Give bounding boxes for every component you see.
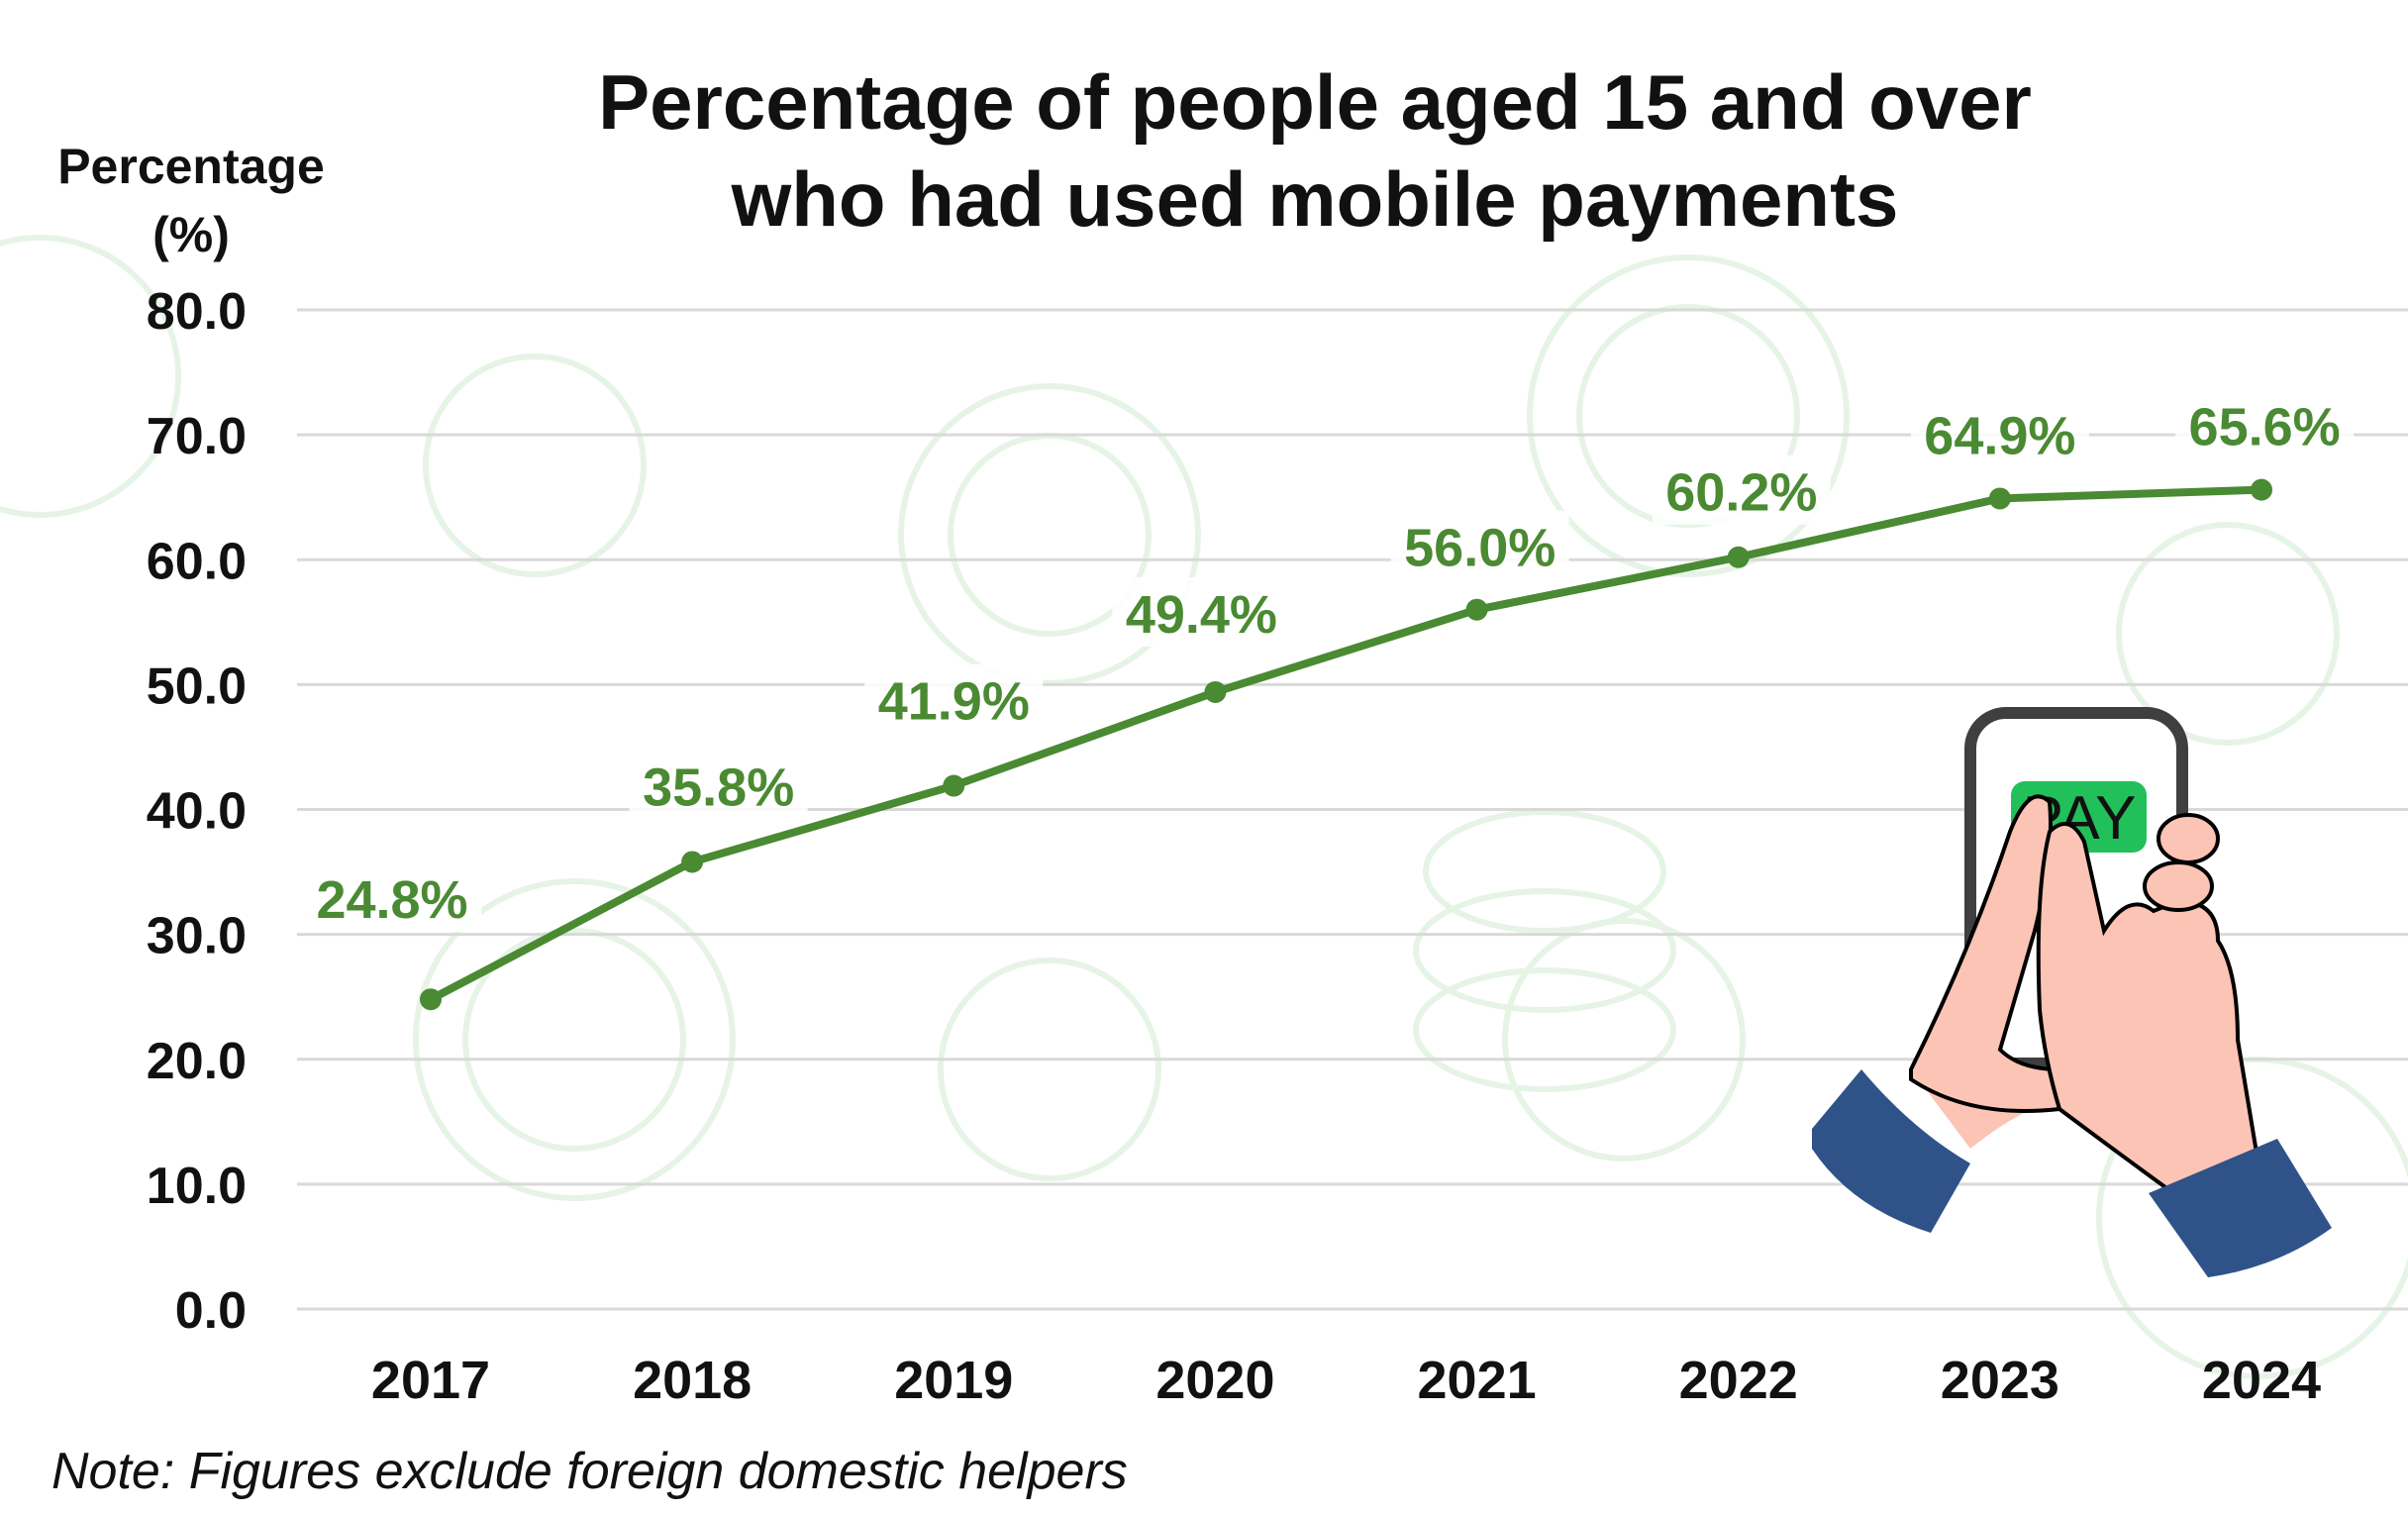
y-tick-label: 70.0 <box>147 408 247 465</box>
y-tick-label: 20.0 <box>147 1033 247 1090</box>
data-label-background <box>1910 398 2089 468</box>
x-tick-labels: 2017 2018 2019 2020 2021 2022 2023 2024 <box>371 1351 2321 1410</box>
data-point <box>1465 598 1488 621</box>
y-tick-labels: 0.0 10.0 20.0 30.0 40.0 50.0 60.0 70.0 80.0 <box>147 283 247 1340</box>
x-tick-label: 2018 <box>633 1351 752 1410</box>
data-point <box>1727 546 1750 568</box>
chart-title-line-2: who had used mobile payments <box>731 155 1899 243</box>
x-tick-label: 2019 <box>894 1351 1013 1410</box>
data-label-background <box>1652 454 1831 525</box>
y-axis-label-line-2: (%) <box>152 207 230 262</box>
y-tick-label: 50.0 <box>147 657 247 715</box>
data-label: 35.8% <box>643 758 794 817</box>
y-tick-label: 30.0 <box>147 908 247 965</box>
data-label: 60.2% <box>1665 463 1817 523</box>
data-labels: 24.8% 35.8% 41.9% 49.4% 56.0% 60.2% 64.9% 65.6% <box>303 389 2355 933</box>
data-point <box>943 774 965 797</box>
x-tick-label: 2020 <box>1155 1351 1274 1410</box>
phone-illustration: PAY <box>1812 707 2332 1277</box>
footnote: Note: Figures exclude foreign domestic h… <box>51 1443 1128 1500</box>
left-sleeve <box>1812 1069 1970 1233</box>
data-label: 49.4% <box>1126 585 1277 645</box>
series-line <box>429 485 2262 1003</box>
y-tick-label: 10.0 <box>147 1158 247 1215</box>
y-axis-label-line-1: Percentage <box>57 139 325 194</box>
data-label-background <box>2175 389 2355 459</box>
chart-title-line-1: Percentage of people aged 15 and over <box>598 58 2032 146</box>
x-tick-label: 2024 <box>2202 1351 2321 1410</box>
data-point <box>1988 487 2011 510</box>
x-tick-label: 2017 <box>371 1351 490 1410</box>
y-tick-label: 80.0 <box>147 283 247 341</box>
y-tick-label: 0.0 <box>175 1282 247 1340</box>
right-sleeve <box>2149 1139 2332 1277</box>
data-point <box>420 988 442 1011</box>
data-label: 41.9% <box>878 672 1030 732</box>
data-label: 24.8% <box>316 870 467 930</box>
data-points <box>420 478 2272 1011</box>
data-label: 56.0% <box>1404 519 1555 578</box>
data-point <box>681 851 704 873</box>
data-label-background <box>629 750 808 820</box>
x-tick-label: 2021 <box>1418 1351 1537 1410</box>
y-tick-label: 60.0 <box>147 533 247 590</box>
right-finger-1 <box>2157 813 2220 864</box>
y-tick-label: 40.0 <box>147 783 247 841</box>
data-label-background <box>864 663 1044 734</box>
right-finger-2 <box>2143 860 2214 912</box>
data-point <box>2251 478 2272 501</box>
data-label-background <box>1112 576 1291 647</box>
data-point <box>1204 680 1227 703</box>
data-label-background <box>1390 510 1569 580</box>
x-tick-label: 2022 <box>1679 1351 1798 1410</box>
data-label: 64.9% <box>1924 406 2075 465</box>
x-tick-label: 2023 <box>1941 1351 2059 1410</box>
data-label: 65.6% <box>2189 398 2341 457</box>
data-label-background <box>303 862 481 933</box>
right-hand <box>2036 822 2260 1221</box>
